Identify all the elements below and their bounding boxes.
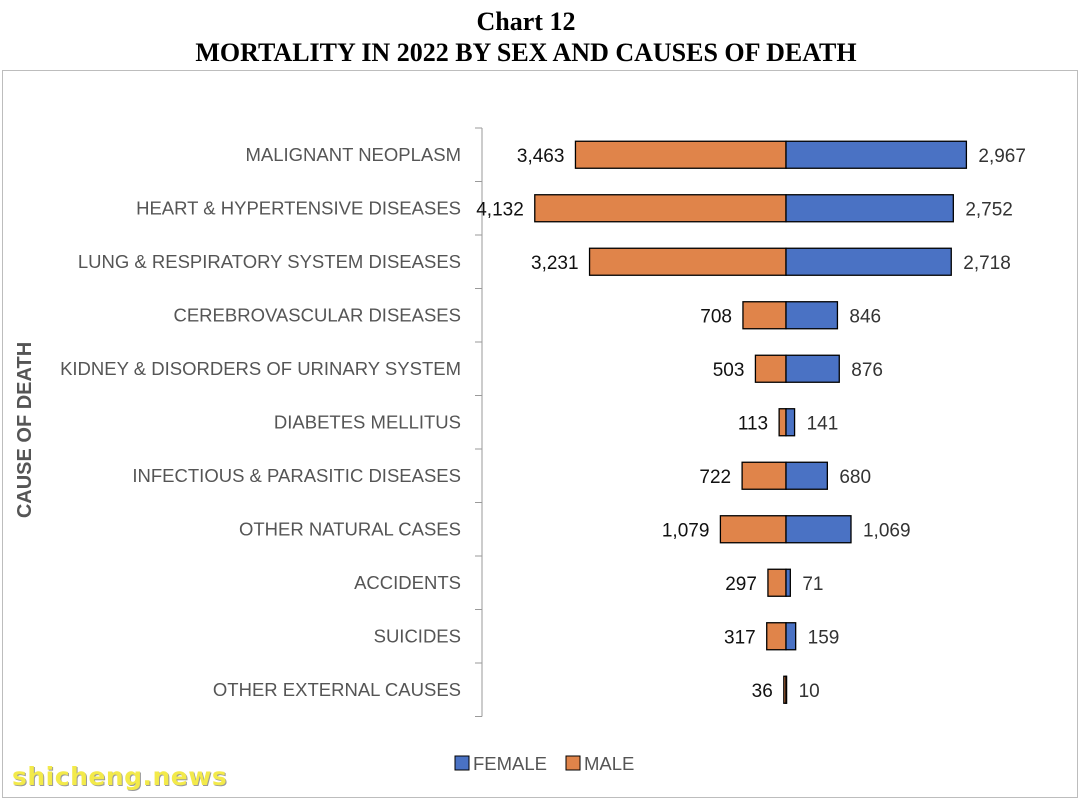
- male-bar: [742, 301, 787, 330]
- chart-frame: [2, 70, 1078, 798]
- female-data-label: 71: [802, 574, 823, 595]
- male-data-label: 297: [725, 574, 757, 595]
- female-bar: [785, 301, 839, 330]
- male-data-label: 3,231: [531, 253, 579, 274]
- male-bar: [534, 194, 787, 223]
- category-label: ACCIDENTS: [354, 572, 461, 593]
- female-bar: [785, 140, 968, 169]
- male-bar: [719, 515, 787, 544]
- male-data-label: 3,463: [517, 146, 565, 167]
- category-label: CEREBROVASCULAR DISEASES: [173, 304, 461, 325]
- female-bar: [785, 408, 796, 437]
- watermark: shicheng.news: [12, 762, 228, 791]
- female-bar: [785, 622, 797, 651]
- female-data-label: 876: [851, 360, 883, 381]
- female-data-label: 680: [839, 467, 871, 488]
- female-bar: [785, 675, 788, 704]
- female-bar: [785, 515, 852, 544]
- male-data-label: 708: [700, 306, 732, 327]
- female-data-label: 2,752: [965, 199, 1013, 220]
- female-data-label: 141: [807, 413, 839, 434]
- legend-label-female: FEMALE: [473, 753, 547, 774]
- male-data-label: 1,079: [662, 520, 710, 541]
- male-data-label: 503: [713, 360, 745, 381]
- category-label: HEART & HYPERTENSIVE DISEASES: [136, 197, 461, 218]
- category-label: SUICIDES: [374, 625, 461, 646]
- chart-header: Chart 12 MORTALITY IN 2022 BY SEX AND CA…: [0, 6, 1052, 68]
- female-bar: [785, 194, 954, 223]
- female-data-label: 2,967: [978, 146, 1026, 167]
- chart-number: Chart 12: [476, 7, 576, 36]
- male-bar: [767, 568, 787, 597]
- male-data-label: 36: [752, 681, 773, 702]
- male-bar: [766, 622, 787, 651]
- category-label: OTHER EXTERNAL CAUSES: [213, 679, 461, 700]
- male-data-label: 113: [738, 413, 768, 434]
- female-data-label: 10: [799, 681, 820, 702]
- female-bar: [785, 354, 840, 383]
- male-bar: [754, 354, 787, 383]
- category-label: KIDNEY & DISORDERS OF URINARY SYSTEM: [60, 358, 461, 379]
- legend-label-male: MALE: [584, 753, 634, 774]
- female-data-label: 1,069: [863, 520, 911, 541]
- category-label: LUNG & RESPIRATORY SYSTEM DISEASES: [78, 251, 461, 272]
- female-data-label: 159: [808, 627, 840, 648]
- male-bar: [741, 461, 787, 490]
- male-data-label: 4,132: [476, 199, 524, 220]
- female-data-label: 2,718: [963, 253, 1011, 274]
- chart-title: MORTALITY IN 2022 BY SEX AND CAUSES OF D…: [195, 38, 857, 67]
- male-data-label: 722: [699, 467, 731, 488]
- female-bar: [785, 461, 828, 490]
- y-axis-title: CAUSE OF DEATH: [14, 342, 36, 518]
- female-data-label: 846: [849, 306, 881, 327]
- female-bar: [785, 247, 952, 276]
- category-label: INFECTIOUS & PARASITIC DISEASES: [132, 465, 461, 486]
- female-bar: [785, 568, 791, 597]
- category-label: MALIGNANT NEOPLASM: [245, 144, 461, 165]
- male-bar: [588, 247, 787, 276]
- male-bar: [778, 408, 787, 437]
- legend-swatch-female: [454, 755, 470, 771]
- category-label: OTHER NATURAL CASES: [239, 518, 461, 539]
- category-label: DIABETES MELLITUS: [274, 411, 461, 432]
- male-data-label: 317: [724, 627, 756, 648]
- male-bar: [574, 140, 787, 169]
- legend-swatch-male: [565, 755, 581, 771]
